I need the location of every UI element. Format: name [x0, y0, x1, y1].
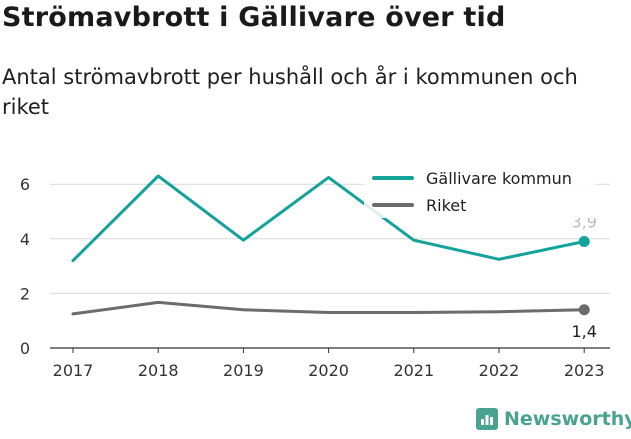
y-tick-label: 2 [20, 284, 30, 303]
chart-title: Strömavbrott i Gällivare över tid [2, 2, 506, 33]
y-tick-label: 0 [20, 339, 30, 358]
legend-background [364, 160, 596, 218]
x-tick-label: 2020 [308, 361, 349, 380]
end-point-marker [578, 304, 590, 316]
y-tick-label: 4 [20, 230, 30, 249]
legend: Gällivare kommun Riket [364, 160, 596, 218]
newsworthy-logo: Newsworthy [476, 408, 631, 430]
series-lines: 3,91,4 [71, 174, 597, 341]
series-line [71, 174, 586, 263]
x-tick-label: 2017 [53, 361, 94, 380]
x-tick-label: 2022 [479, 361, 520, 380]
series-line [71, 300, 586, 316]
x-tick-label: 2018 [138, 361, 179, 380]
end-value-label: 1,4 [571, 322, 596, 341]
bar-chart-logo-icon [476, 408, 498, 430]
x-tick-label: 2019 [223, 361, 264, 380]
x-tick-label: 2021 [393, 361, 434, 380]
legend-label: Riket [426, 196, 466, 215]
y-tick-label: 6 [20, 175, 30, 194]
brand-name: Newsworthy [504, 408, 631, 430]
legend-label: Gällivare kommun [426, 169, 572, 188]
axes: 0 2 4 6 2017 2018 2019 2020 2021 2022 2023 [20, 175, 610, 380]
x-tick-label: 2023 [564, 361, 605, 380]
end-point-marker [578, 236, 590, 248]
chart-subtitle: Antal strömavbrott per hushåll och år i … [2, 65, 578, 119]
